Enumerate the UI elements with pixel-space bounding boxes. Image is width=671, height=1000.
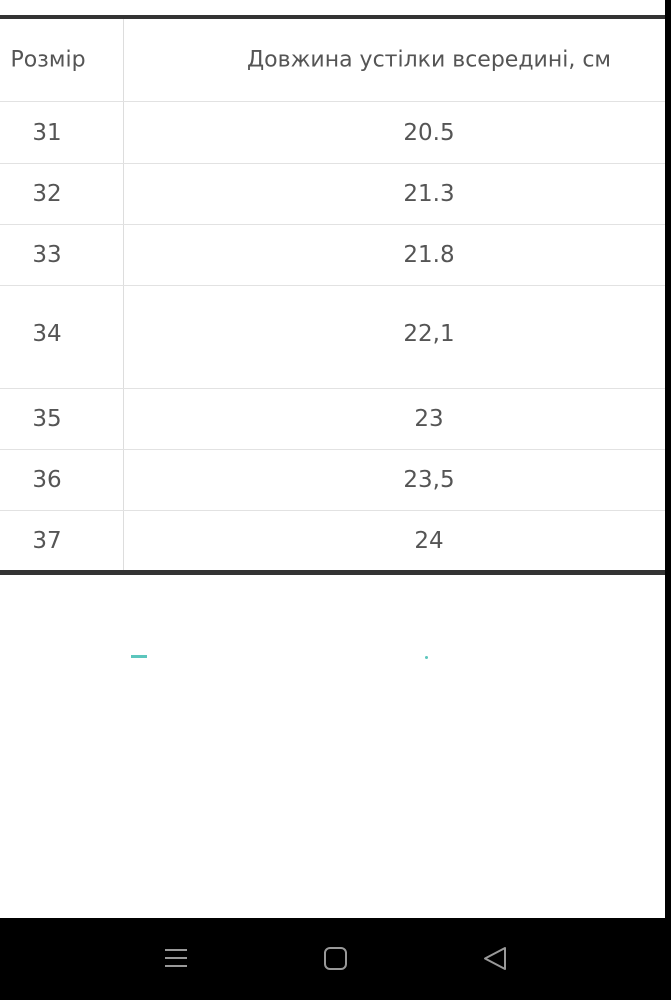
table-row: 32 21.3 bbox=[0, 164, 665, 225]
size-cell: 33 bbox=[32, 242, 62, 268]
table-row: 35 23 bbox=[0, 389, 665, 450]
header-insole-length: Довжина устілки всередині, см bbox=[246, 47, 612, 73]
length-cell: 21.8 bbox=[403, 242, 455, 268]
accent-dot bbox=[425, 656, 428, 659]
table-header-row: Розмір Довжина устілки всередині, см bbox=[0, 19, 665, 102]
size-cell: 35 bbox=[32, 406, 62, 432]
table-row: 36 23,5 bbox=[0, 450, 665, 511]
length-cell: 23,5 bbox=[403, 467, 455, 493]
home-icon[interactable] bbox=[320, 944, 350, 974]
android-nav-bar bbox=[0, 918, 671, 1000]
accent-dash bbox=[131, 655, 147, 658]
length-cell: 20.5 bbox=[403, 119, 455, 146]
table-row: 34 22,1 bbox=[0, 286, 665, 389]
table-bottom-border bbox=[0, 570, 665, 575]
length-cell: 23 bbox=[414, 406, 444, 432]
table-row: 31 20.5 bbox=[0, 102, 665, 164]
size-cell: 32 bbox=[32, 181, 62, 207]
menu-icon[interactable] bbox=[161, 944, 191, 974]
header-size: Розмір bbox=[10, 47, 86, 73]
table-row: 37 24 bbox=[0, 511, 665, 570]
table-top-border bbox=[0, 15, 665, 19]
size-cell: 37 bbox=[32, 527, 62, 554]
column-divider bbox=[123, 19, 124, 570]
length-cell: 21.3 bbox=[403, 181, 455, 207]
size-cell: 31 bbox=[32, 119, 62, 146]
back-icon[interactable] bbox=[481, 944, 511, 974]
size-cell: 36 bbox=[32, 467, 62, 493]
size-cell: 34 bbox=[32, 320, 62, 347]
screen-edge bbox=[665, 0, 671, 918]
length-cell: 22,1 bbox=[403, 320, 455, 347]
length-cell: 24 bbox=[414, 527, 444, 554]
table-row: 33 21.8 bbox=[0, 225, 665, 286]
